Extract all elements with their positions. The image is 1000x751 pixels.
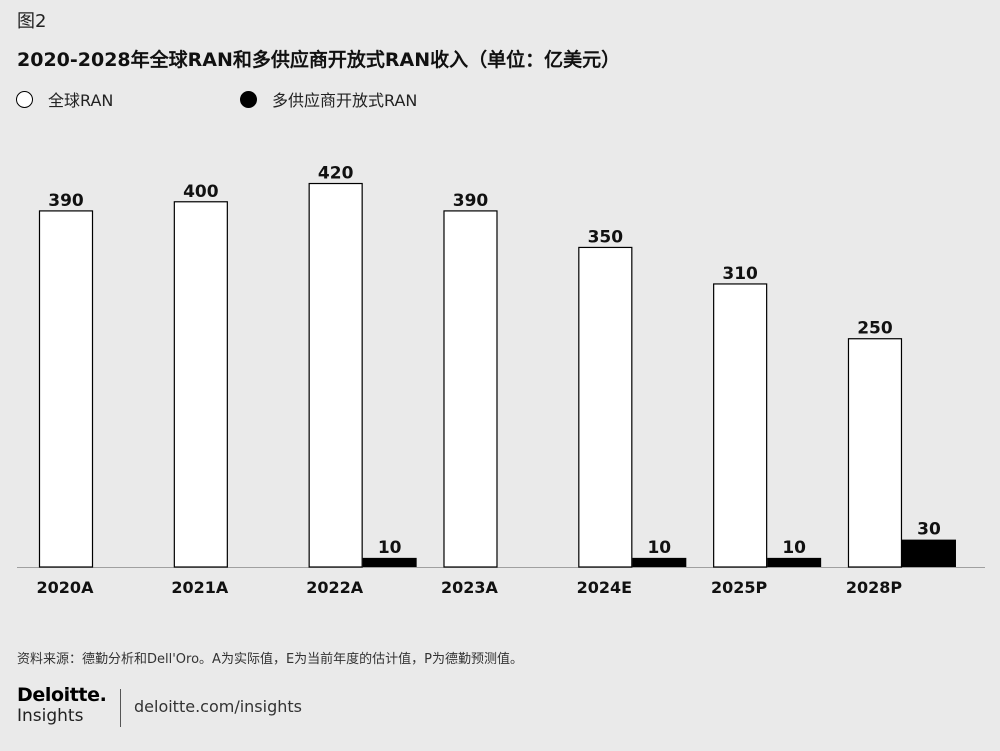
bar-group-2023A: 390 2023A bbox=[441, 191, 499, 597]
category-label-2022A: 2022A bbox=[306, 578, 364, 597]
category-label-2028P: 2028P bbox=[846, 578, 903, 597]
value-label-global-ran-2021A: 400 bbox=[183, 182, 219, 202]
source-note: 资料来源：德勤分析和Dell'Oro。A为实际值，E为当前年度的估计值，P为德勤… bbox=[17, 652, 523, 667]
value-label-open-ran-2022A: 10 bbox=[378, 538, 402, 558]
bar-open-ran-2028P bbox=[901, 539, 956, 567]
bar-group-2022A: 420 10 2022A bbox=[306, 164, 417, 597]
value-label-global-ran-2020A: 390 bbox=[48, 191, 84, 211]
category-label-2023A: 2023A bbox=[441, 578, 499, 597]
value-label-global-ran-2025P: 310 bbox=[722, 264, 758, 284]
legend-label-global-ran: 全球RAN bbox=[48, 91, 114, 110]
bar-group-2024E: 350 10 2024E bbox=[577, 227, 687, 597]
legend-label-open-ran: 多供应商开放式RAN bbox=[272, 91, 418, 110]
value-label-open-ran-2025P: 10 bbox=[782, 538, 806, 558]
value-label-open-ran-2028P: 30 bbox=[917, 520, 941, 540]
legend-marker-open-ran bbox=[240, 90, 257, 108]
bar-chart: 390 2020A 400 2021A 420 10 2022A 390 2023A 350 10 2… bbox=[17, 164, 985, 597]
bar-global-ran-2024E bbox=[578, 246, 633, 568]
value-label-global-ran-2024E: 350 bbox=[588, 227, 624, 247]
value-label-global-ran-2022A: 420 bbox=[318, 164, 354, 184]
figure-label: 图2 bbox=[17, 11, 47, 32]
category-label-2020A: 2020A bbox=[37, 578, 95, 597]
legend-marker-global-ran bbox=[16, 90, 33, 108]
bar-group-2028P: 250 30 2028P bbox=[846, 319, 956, 597]
value-label-global-ran-2023A: 390 bbox=[453, 191, 489, 211]
bar-global-ran-2028P bbox=[847, 338, 903, 568]
category-label-2021A: 2021A bbox=[171, 578, 229, 597]
category-label-2024E: 2024E bbox=[577, 578, 632, 597]
bar-group-2021A: 400 2021A bbox=[171, 182, 229, 597]
bar-global-ran-2021A bbox=[173, 201, 228, 568]
chart-title: 2020-2028年全球RAN和多供应商开放式RAN收入（单位：亿美元） bbox=[17, 49, 621, 71]
bar-open-ran-2022A bbox=[362, 557, 417, 567]
bar-global-ran-2023A bbox=[443, 210, 498, 568]
bar-open-ran-2024E bbox=[632, 557, 687, 567]
bar-group-2025P: 310 10 2025P bbox=[711, 264, 822, 597]
logo-divider bbox=[120, 689, 121, 727]
bar-open-ran-2025P bbox=[767, 557, 822, 567]
bar-group-2020A: 390 2020A bbox=[37, 191, 95, 597]
site-url: deloitte.com/insights bbox=[134, 697, 302, 716]
logo-sub: Insights bbox=[17, 706, 84, 726]
bar-global-ran-2025P bbox=[713, 283, 768, 568]
bar-global-ran-2022A bbox=[308, 182, 363, 568]
legend-item-open-ran: 多供应商开放式RAN bbox=[240, 90, 418, 110]
legend-item-global-ran: 全球RAN bbox=[16, 90, 114, 110]
logo-name: Deloitte. bbox=[17, 684, 107, 706]
value-label-global-ran-2028P: 250 bbox=[857, 319, 893, 339]
value-label-open-ran-2024E: 10 bbox=[647, 538, 671, 558]
category-label-2025P: 2025P bbox=[711, 578, 768, 597]
bar-global-ran-2020A bbox=[38, 210, 94, 568]
deloitte-insights-logo: Deloitte. Insights bbox=[17, 684, 117, 726]
